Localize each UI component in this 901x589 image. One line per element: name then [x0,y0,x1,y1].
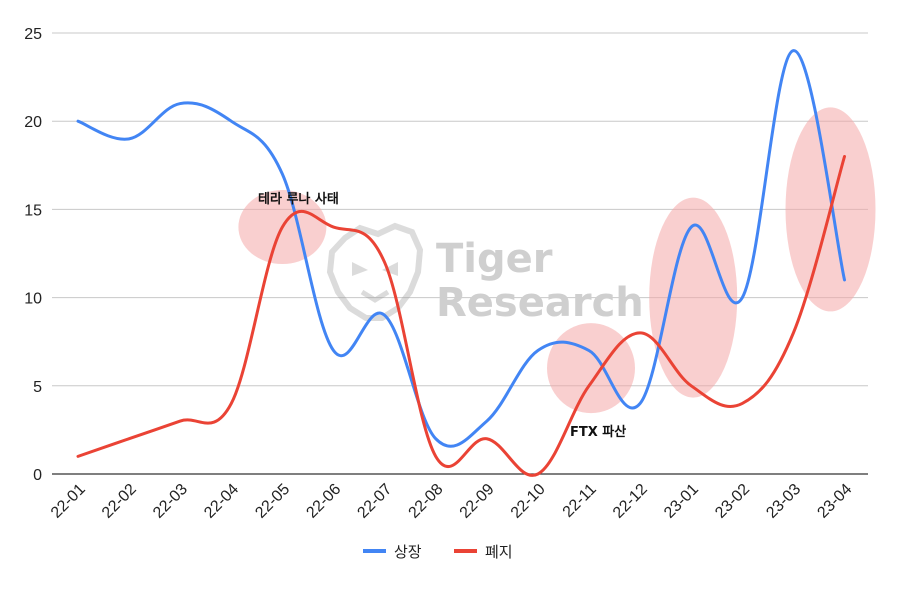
y-tick-label: 10 [24,291,42,308]
x-tick-label: 22-04 [201,481,242,522]
watermark-line1: Tiger [436,236,553,282]
y-tick-label: 15 [24,202,42,219]
x-tick-label: 22-01 [48,481,89,522]
x-tick-label: 23-02 [712,481,753,522]
x-tick-label: 22-07 [354,481,395,522]
x-tick-label: 22-10 [508,481,549,522]
annotation-ftx: FTX 파산 [570,424,626,440]
x-tick-label: 23-04 [814,481,855,522]
y-tick-label: 0 [33,467,42,484]
x-tick-label: 23-01 [661,481,702,522]
y-axis-ticks: 0 5 10 15 20 25 [24,26,42,484]
tiger-logo-icon [326,222,424,321]
x-tick-label: 22-12 [610,481,651,522]
grid [52,32,868,475]
highlight-ellipse [649,197,738,398]
x-tick-label: 22-02 [99,481,140,522]
legend: 상장 폐지 [363,543,513,561]
x-tick-label: 22-03 [150,481,191,522]
annotation-terra-luna: 테라 루나 사태 [258,191,339,207]
highlight-ellipse [547,323,635,414]
y-tick-label: 5 [33,379,42,396]
x-tick-label: 22-09 [457,481,498,522]
series-line-listing [76,49,846,448]
watermark: Tiger Research [326,222,644,326]
x-tick-label: 23-03 [763,481,804,522]
x-tick-label: 22-06 [303,481,344,522]
series-line-delisting [76,154,846,477]
y-tick-label: 25 [24,26,42,43]
legend-label-listing: 상장 [394,543,422,561]
legend-label-delisting: 폐지 [485,543,513,561]
series-lines [76,49,846,477]
x-tick-label: 22-05 [252,481,293,522]
x-tick-label: 22-11 [560,481,600,521]
x-tick-label: 22-08 [406,481,447,522]
x-axis-ticks: 22-01 22-02 22-03 22-04 22-05 22-06 22-07 22-08… [48,481,856,522]
y-tick-label: 20 [24,114,42,131]
watermark-line2: Research [436,280,644,326]
